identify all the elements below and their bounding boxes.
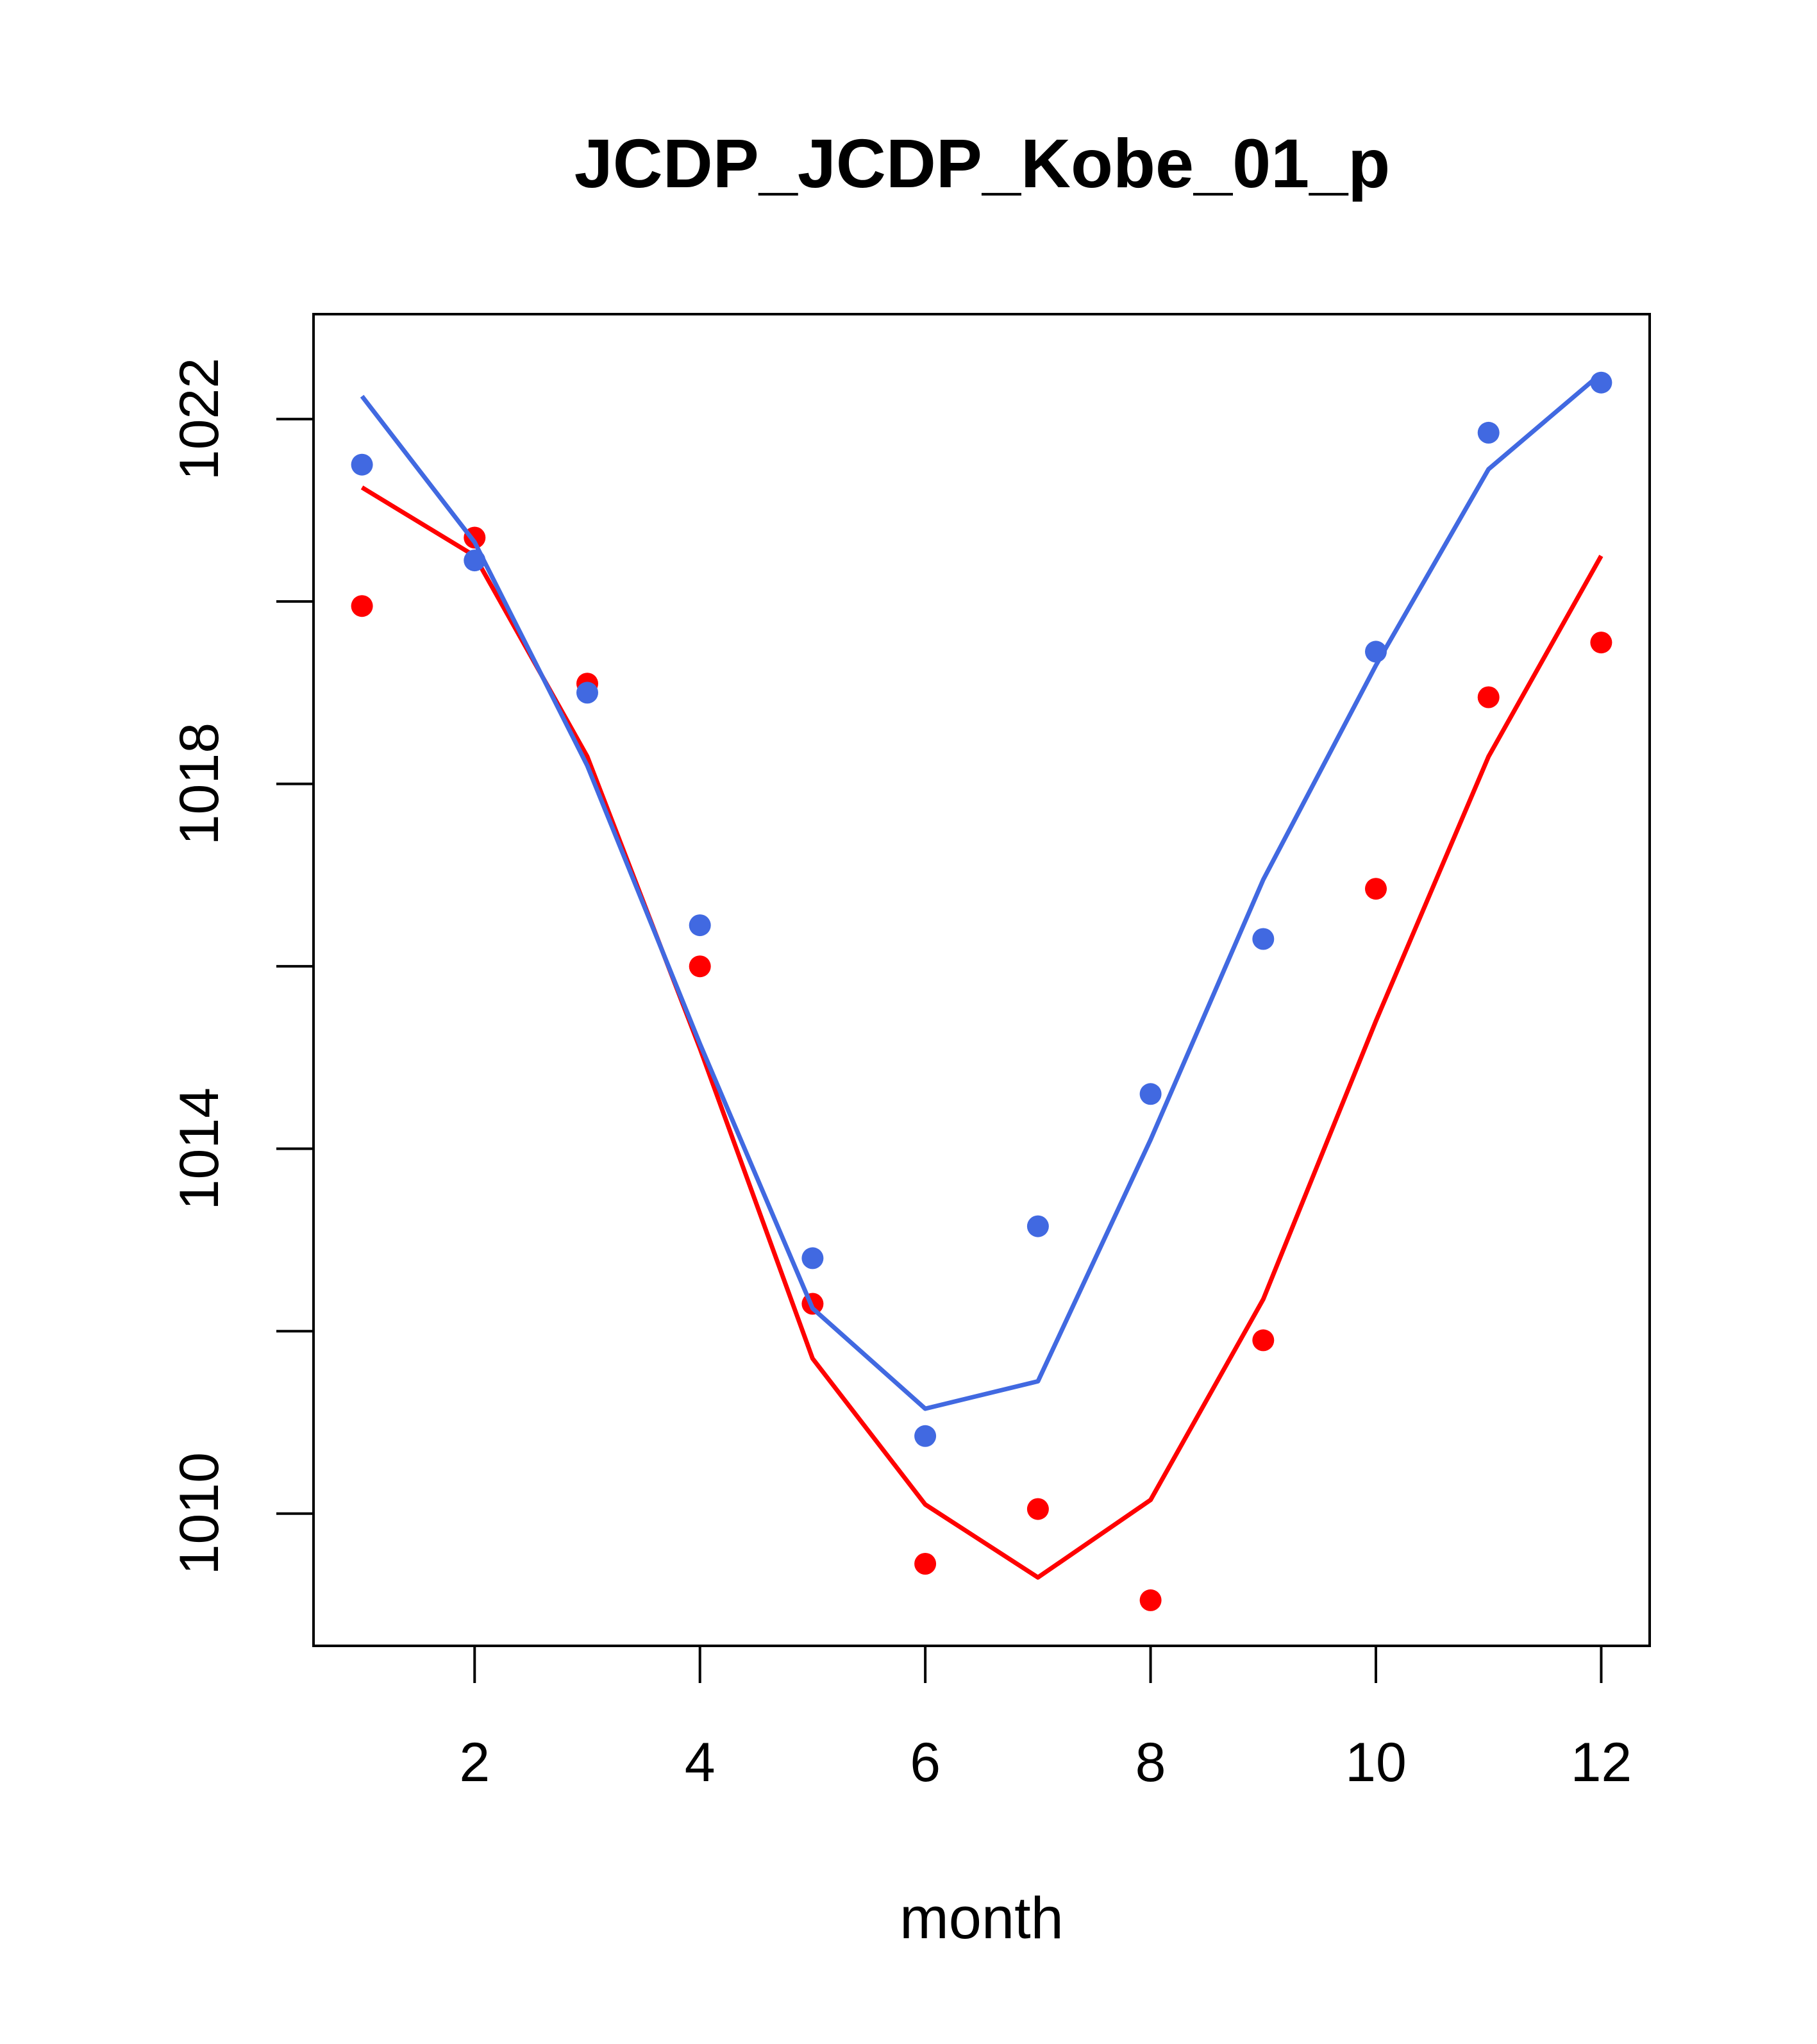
series-line: [360, 371, 1603, 1411]
x-tick-label: 10: [1345, 1732, 1407, 1793]
chart-title: JCDP_JCDP_Kobe_01_p: [574, 124, 1391, 202]
data-point: [1590, 371, 1612, 394]
plot-frame: [312, 313, 1651, 1647]
y-axis: 1010 1014 1018 1022: [169, 358, 315, 1575]
data-point: [576, 682, 598, 704]
y-tick-label: 1014: [169, 1087, 230, 1210]
x-tick-label: 12: [1571, 1732, 1632, 1793]
y-tick-label: 1010: [169, 1452, 230, 1575]
series-layer: [351, 371, 1612, 1611]
x-tick-label: 6: [910, 1732, 941, 1793]
series-1: [351, 371, 1612, 1447]
data-point: [1477, 421, 1500, 444]
x-axis-label: month: [900, 1886, 1064, 1951]
x-tick-label: 8: [1135, 1732, 1166, 1793]
data-point: [689, 955, 711, 978]
x-tick-label: 2: [459, 1732, 490, 1793]
data-point: [351, 595, 373, 617]
x-axis: 2 4 6 8 10 12: [459, 1645, 1632, 1793]
series-0: [351, 485, 1612, 1611]
data-point: [1139, 1083, 1162, 1105]
data-point: [1252, 928, 1275, 950]
y-tick-label: 1018: [169, 723, 230, 845]
data-point: [464, 549, 486, 572]
data-point: [1252, 1329, 1275, 1352]
data-point: [1365, 878, 1387, 900]
data-point: [351, 453, 373, 476]
data-point: [1477, 686, 1500, 708]
data-point: [914, 1553, 937, 1575]
data-point: [689, 914, 711, 937]
data-point: [1365, 641, 1387, 663]
data-point: [1026, 1215, 1049, 1237]
y-tick-label: 1022: [169, 358, 230, 480]
data-point: [801, 1247, 824, 1269]
data-point: [1026, 1498, 1049, 1520]
data-point: [1590, 632, 1612, 654]
series-line: [360, 485, 1603, 1580]
data-point: [1139, 1589, 1162, 1611]
data-point: [914, 1425, 937, 1447]
x-tick-label: 4: [685, 1732, 716, 1793]
